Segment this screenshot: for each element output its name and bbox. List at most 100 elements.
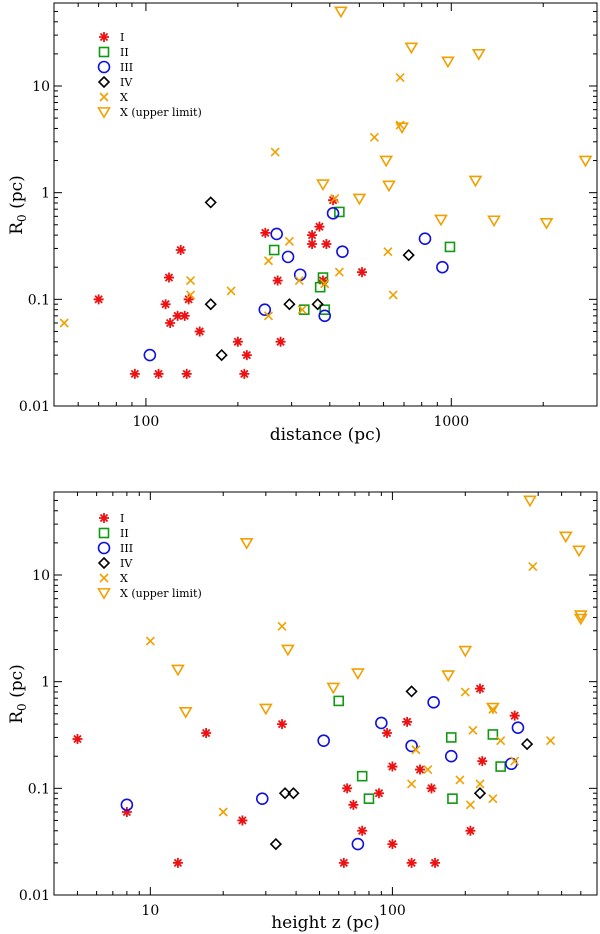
data-point: [226, 286, 236, 296]
data-point: [239, 368, 250, 379]
data-point: [445, 732, 457, 743]
data-point: [383, 247, 393, 257]
series-i: [72, 683, 520, 868]
data-point: [363, 793, 375, 804]
data-point: [179, 310, 190, 321]
data-point: [387, 839, 398, 850]
data-point: [277, 719, 288, 730]
data-point: [572, 545, 586, 558]
data-point: [427, 696, 440, 709]
series-i: [93, 195, 367, 379]
x-tick-label: 100: [133, 414, 160, 430]
data-point: [326, 207, 340, 220]
data-point: [434, 214, 448, 227]
data-point: [511, 721, 525, 735]
data-point: [320, 279, 330, 289]
data-point: [258, 703, 273, 716]
data-point: [471, 48, 486, 61]
data-point: [268, 244, 280, 256]
legend-label: X (upper limit): [120, 106, 202, 119]
y-axis-label-subscript: 0: [15, 703, 29, 711]
legend-marker: [97, 107, 111, 119]
plot-frame: [53, 491, 598, 896]
data-point: [573, 613, 588, 626]
data-point: [171, 664, 185, 677]
data-point: [357, 825, 368, 836]
series-x: [145, 561, 556, 817]
y-tick-label: 0.1: [28, 781, 50, 797]
data-point: [163, 272, 174, 283]
data-point: [121, 806, 132, 817]
data-point: [318, 309, 332, 323]
data-point: [578, 155, 593, 168]
data-point: [447, 793, 458, 804]
data-point: [283, 298, 296, 311]
data-point: [277, 621, 287, 631]
data-point: [342, 783, 353, 794]
data-point: [185, 275, 196, 286]
data-point: [455, 775, 465, 785]
legend-marker: [99, 32, 109, 42]
y-tick-label: 0.01: [19, 399, 50, 415]
legend-marker: [97, 556, 111, 570]
legend-marker: [98, 46, 110, 58]
data-point: [194, 326, 205, 337]
data-point: [423, 764, 433, 775]
data-point: [307, 230, 318, 241]
x-tick-label: 100: [379, 903, 406, 919]
data-point: [441, 56, 455, 69]
data-point: [281, 250, 295, 264]
data-point: [545, 736, 556, 746]
data-point: [460, 687, 470, 697]
y-axis-label-unit: (pc): [7, 664, 27, 703]
data-point: [297, 305, 307, 315]
data-point: [326, 682, 341, 695]
legend-marker: [99, 513, 109, 523]
data-point: [487, 215, 501, 228]
data-point: [241, 350, 252, 361]
legend-marker: [99, 573, 109, 583]
data-point: [475, 779, 485, 789]
data-point: [444, 241, 456, 253]
y-tick-label: 0.01: [19, 888, 50, 904]
y-axis-label-main: R: [7, 221, 27, 235]
data-point: [487, 729, 499, 740]
data-point: [441, 670, 456, 682]
data-point: [334, 206, 345, 218]
data-point: [474, 683, 485, 694]
data-point: [218, 807, 228, 817]
data-point: [298, 304, 310, 315]
data-point: [204, 196, 217, 209]
y-tick-label: 10: [32, 568, 50, 584]
data-point: [338, 857, 349, 868]
legend-label: III: [120, 61, 133, 74]
data-point: [336, 245, 349, 258]
data-point: [402, 248, 415, 262]
legend-marker: [97, 588, 111, 600]
y-axis-label: R0 (pc): [7, 175, 29, 235]
data-point: [523, 495, 537, 508]
legend-label: III: [120, 542, 133, 555]
data-point: [375, 716, 388, 730]
data-point: [388, 290, 398, 300]
data-point: [520, 737, 534, 751]
series-x: [59, 72, 405, 328]
series-iii: [143, 207, 449, 362]
data-point: [181, 368, 192, 379]
y-tick-label: 1: [41, 186, 50, 202]
legend-label: I: [120, 512, 124, 525]
data-point: [333, 695, 345, 707]
data-point: [129, 368, 140, 379]
legend-label: X: [120, 91, 128, 104]
data-point: [120, 798, 134, 812]
data-point: [330, 194, 340, 204]
data-point: [573, 610, 588, 622]
data-point: [59, 318, 69, 328]
data-point: [334, 6, 348, 19]
data-point: [395, 122, 409, 135]
series-x-upper-limit-: [171, 495, 588, 719]
legend-label: X: [120, 572, 128, 585]
data-point: [239, 537, 254, 550]
